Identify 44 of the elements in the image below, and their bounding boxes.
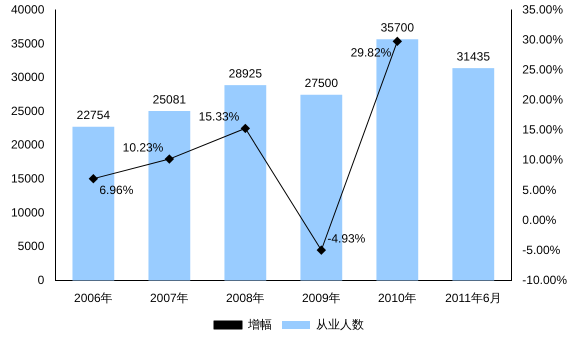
y2-tick-label: 0.00% xyxy=(522,212,557,227)
point xyxy=(392,36,402,46)
y-tick-label: 25000 xyxy=(10,104,45,118)
y-tick-label: 30000 xyxy=(10,70,45,84)
legend-label: 从业人数 xyxy=(316,317,364,332)
y2-tick-label: 30.00% xyxy=(522,32,564,47)
y2-tick-label: 15.00% xyxy=(522,122,564,137)
y-tick-label: 35000 xyxy=(10,36,45,50)
y2-tick-label: -10.00% xyxy=(522,272,568,287)
y2-tick-label: 5.00% xyxy=(522,182,557,197)
data-label: 25081 xyxy=(152,92,186,106)
y-tick-label: 5000 xyxy=(18,239,45,254)
y2-tick-label: 25.00% xyxy=(522,62,564,77)
y-tick-label: 15000 xyxy=(10,172,45,186)
bar xyxy=(452,68,494,281)
x-tick-label: 2006年 xyxy=(74,291,113,306)
data-label: 31435 xyxy=(456,49,490,64)
point xyxy=(164,154,174,164)
y-tick-label: 0 xyxy=(38,272,45,287)
y2-tick-label: 20.00% xyxy=(522,92,564,107)
y2-tick-label: 10.00% xyxy=(522,152,564,167)
data-label: -4.93% xyxy=(327,231,366,246)
y-tick-label: 10000 xyxy=(10,205,45,220)
x-tick-label: 2008年 xyxy=(226,291,265,306)
x-tick-label: 2009年 xyxy=(302,291,341,306)
x-tick-label: 2007年 xyxy=(150,291,189,306)
point xyxy=(88,174,98,184)
point xyxy=(316,246,326,255)
data-label: 22754 xyxy=(76,108,110,122)
y2-tick-label: -5.00% xyxy=(522,242,561,257)
y-tick-label: 40000 xyxy=(10,2,45,17)
data-label: 6.96% xyxy=(99,183,134,197)
x-tick-label: 2011年6月 xyxy=(445,291,502,306)
data-label: 28925 xyxy=(228,66,262,80)
point xyxy=(240,124,250,133)
data-label: 27500 xyxy=(304,76,338,90)
legend-label: 增幅 xyxy=(247,317,272,332)
data-label: 15.33% xyxy=(198,110,240,124)
x-tick-label: 2010年 xyxy=(378,291,417,306)
data-label: 10.23% xyxy=(122,140,164,154)
data-label: 35700 xyxy=(380,20,414,35)
data-label: 29.82% xyxy=(350,46,392,60)
y-tick-label: 20000 xyxy=(10,138,45,152)
y2-tick-label: 35.00% xyxy=(522,2,564,17)
